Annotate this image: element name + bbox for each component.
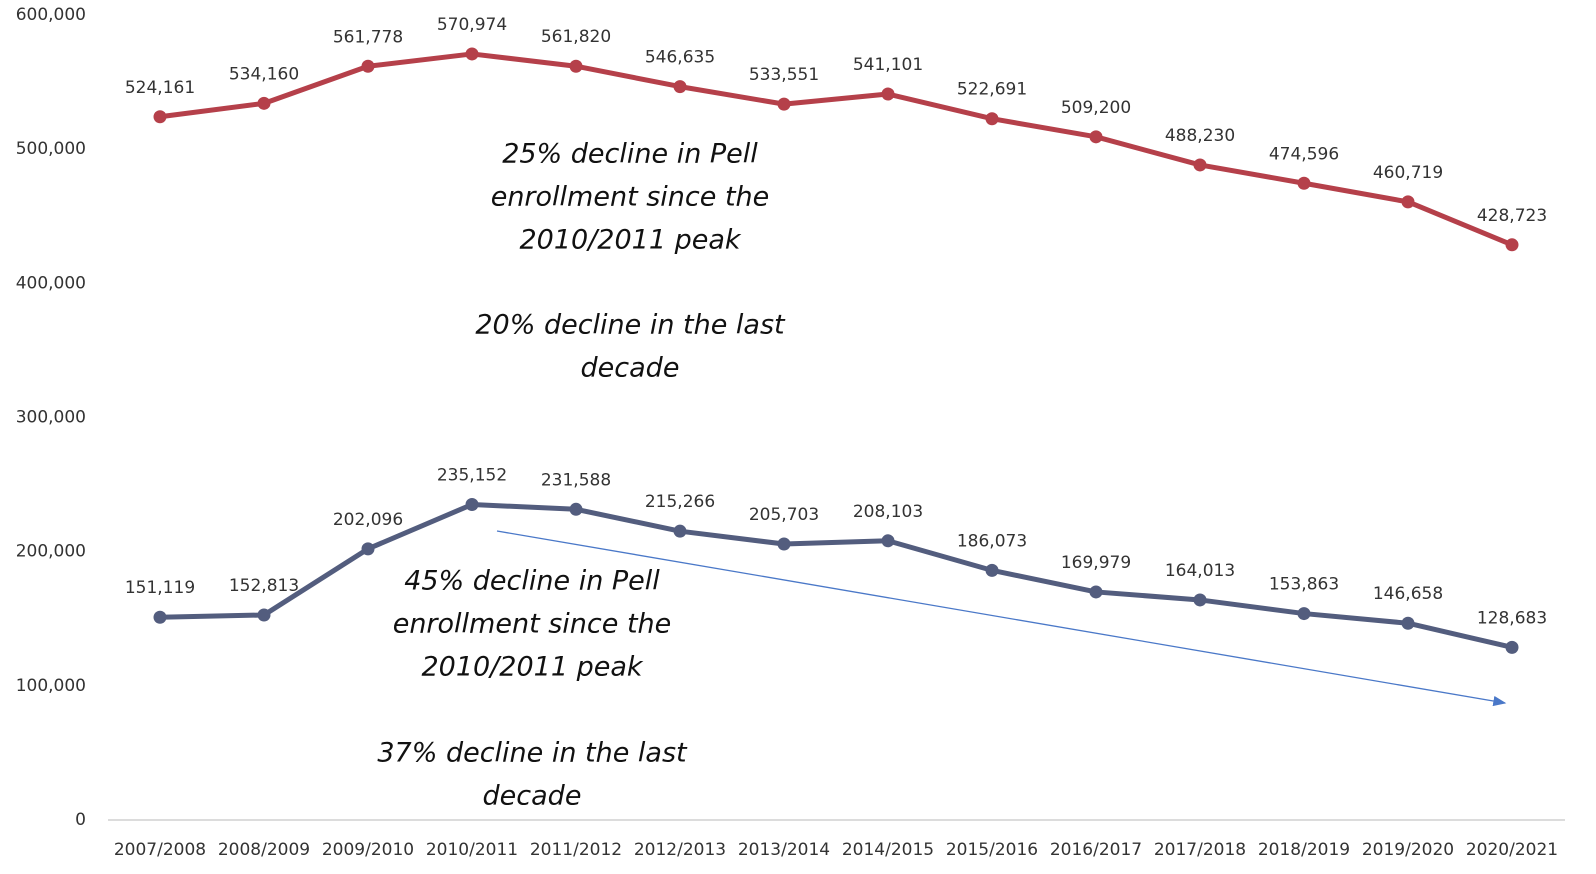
data-label: 533,551 bbox=[749, 65, 819, 85]
data-point bbox=[1505, 238, 1519, 252]
y-tick-label: 500,000 bbox=[16, 139, 86, 159]
annotation: 37% decline in the last bbox=[377, 738, 688, 769]
data-point bbox=[361, 542, 375, 556]
data-label: 186,073 bbox=[957, 531, 1027, 551]
data-label: 428,723 bbox=[1477, 206, 1547, 226]
data-label: 524,161 bbox=[125, 78, 195, 98]
data-label: 509,200 bbox=[1061, 98, 1131, 118]
x-tick-label: 2018/2019 bbox=[1258, 840, 1350, 860]
data-label: 460,719 bbox=[1373, 163, 1443, 183]
y-tick-label: 200,000 bbox=[16, 542, 86, 562]
data-point bbox=[1193, 593, 1207, 607]
y-tick-label: 100,000 bbox=[16, 676, 86, 696]
data-point bbox=[1089, 130, 1103, 144]
data-point bbox=[1401, 195, 1415, 209]
data-point bbox=[569, 502, 583, 516]
data-label: 546,635 bbox=[645, 48, 715, 68]
data-point bbox=[1297, 176, 1311, 190]
data-point bbox=[1505, 640, 1519, 654]
y-tick-label: 600,000 bbox=[16, 5, 86, 25]
data-label: 235,152 bbox=[437, 466, 507, 486]
data-point bbox=[361, 59, 375, 73]
annotation: 20% decline in the last bbox=[475, 310, 786, 341]
x-tick-label: 2007/2008 bbox=[114, 840, 206, 860]
data-point bbox=[881, 87, 895, 101]
trend-arrow bbox=[496, 530, 1507, 707]
data-label: 561,778 bbox=[333, 27, 403, 47]
x-tick-label: 2010/2011 bbox=[426, 840, 518, 860]
x-tick-label: 2015/2016 bbox=[946, 840, 1038, 860]
data-label: 474,596 bbox=[1269, 144, 1339, 164]
data-label: 128,683 bbox=[1477, 608, 1547, 628]
x-tick-label: 2009/2010 bbox=[322, 840, 414, 860]
data-point bbox=[673, 80, 687, 94]
annotation: decade bbox=[581, 353, 680, 384]
x-tick-label: 2016/2017 bbox=[1050, 840, 1142, 860]
data-label: 561,820 bbox=[541, 27, 611, 47]
annotation: 2010/2011 peak bbox=[519, 225, 741, 256]
data-label: 215,266 bbox=[645, 492, 715, 512]
data-label: 534,160 bbox=[229, 64, 299, 84]
data-label: 164,013 bbox=[1165, 561, 1235, 581]
data-point bbox=[985, 563, 999, 577]
data-label: 169,979 bbox=[1061, 553, 1131, 573]
data-label: 488,230 bbox=[1165, 126, 1235, 146]
data-label: 570,974 bbox=[437, 15, 507, 35]
annotation: 25% decline in Pell bbox=[502, 139, 758, 170]
data-label: 151,119 bbox=[125, 578, 195, 598]
x-tick-label: 2012/2013 bbox=[634, 840, 726, 860]
data-point bbox=[881, 534, 895, 548]
y-tick-label: 0 bbox=[75, 810, 86, 830]
data-point bbox=[153, 610, 167, 624]
y-tick-label: 300,000 bbox=[16, 408, 86, 428]
data-label: 231,588 bbox=[541, 470, 611, 490]
data-label: 146,658 bbox=[1373, 584, 1443, 604]
x-tick-label: 2008/2009 bbox=[218, 840, 310, 860]
data-point bbox=[257, 96, 271, 110]
annotation: decade bbox=[483, 781, 582, 812]
data-point bbox=[1089, 585, 1103, 599]
data-label: 208,103 bbox=[853, 502, 923, 522]
x-tick-label: 2017/2018 bbox=[1154, 840, 1246, 860]
data-point bbox=[465, 47, 479, 61]
data-label: 541,101 bbox=[853, 55, 923, 75]
x-tick-label: 2014/2015 bbox=[842, 840, 934, 860]
x-tick-label: 2019/2020 bbox=[1362, 840, 1454, 860]
data-point bbox=[673, 524, 687, 538]
data-point bbox=[777, 97, 791, 111]
data-point bbox=[985, 112, 999, 126]
data-point bbox=[257, 608, 271, 622]
data-point bbox=[569, 59, 583, 73]
data-label: 205,703 bbox=[749, 505, 819, 525]
data-point bbox=[777, 537, 791, 551]
series-line bbox=[159, 51, 1513, 248]
y-tick-label: 400,000 bbox=[16, 273, 86, 293]
annotation: 45% decline in Pell bbox=[404, 566, 660, 597]
x-tick-label: 2020/2021 bbox=[1466, 840, 1558, 860]
data-point bbox=[1193, 158, 1207, 172]
data-label: 202,096 bbox=[333, 510, 403, 530]
data-label: 153,863 bbox=[1269, 575, 1339, 595]
data-label: 152,813 bbox=[229, 576, 299, 596]
data-point bbox=[153, 110, 167, 124]
data-point bbox=[465, 498, 479, 512]
x-tick-label: 2013/2014 bbox=[738, 840, 830, 860]
data-point bbox=[1401, 616, 1415, 630]
annotation: enrollment since the bbox=[491, 182, 770, 213]
x-tick-label: 2011/2012 bbox=[530, 840, 622, 860]
annotation: enrollment since the bbox=[393, 609, 672, 640]
annotation: 2010/2011 peak bbox=[421, 652, 643, 683]
series-line bbox=[159, 502, 1513, 650]
data-point bbox=[1297, 607, 1311, 621]
data-label: 522,691 bbox=[957, 80, 1027, 100]
